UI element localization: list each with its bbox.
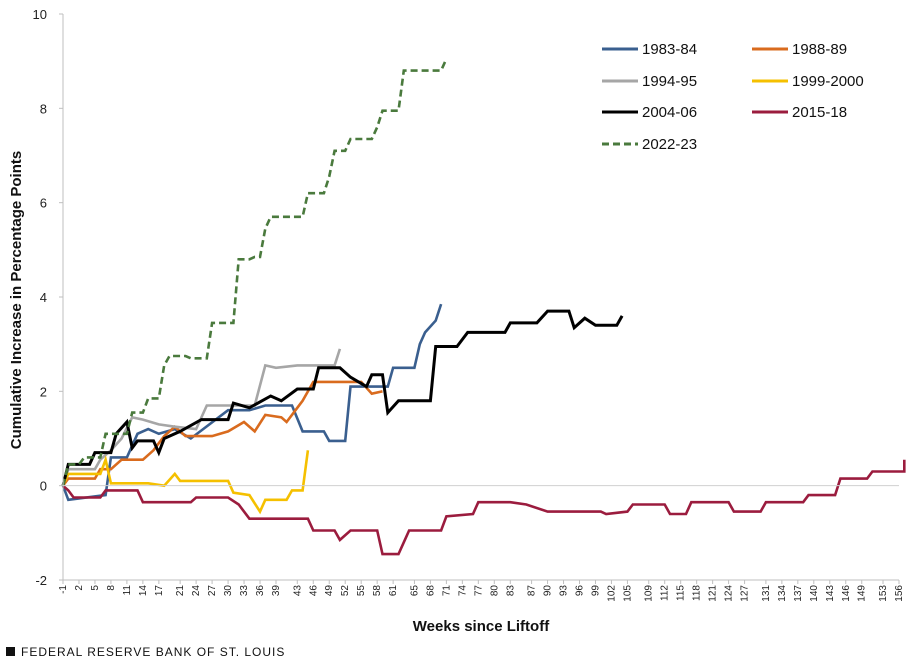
y-tick-label: 8 bbox=[40, 101, 47, 116]
y-tick-label: -2 bbox=[35, 573, 47, 588]
x-tick-label: 87 bbox=[527, 585, 538, 597]
x-tick-label: 33 bbox=[239, 585, 250, 597]
x-tick-label: 131 bbox=[761, 585, 772, 602]
x-tick-label: 61 bbox=[388, 585, 399, 597]
x-tick-label: 115 bbox=[676, 585, 687, 601]
x-tick-label: 24 bbox=[191, 585, 202, 597]
legend-label-1999-2000: 1999-2000 bbox=[792, 73, 864, 90]
plot-series-lines bbox=[61, 58, 906, 556]
x-tick-label: 134 bbox=[777, 585, 788, 602]
x-tick-label: 143 bbox=[825, 585, 836, 602]
series-line-2015-18 bbox=[62, 459, 906, 556]
x-tick-label: 43 bbox=[292, 585, 303, 597]
source-footer: FEDERAL RESERVE BANK OF ST. LOUIS bbox=[6, 645, 285, 659]
series-line-1994-95 bbox=[61, 348, 342, 487]
x-axis-title: Weeks since Liftoff bbox=[413, 618, 550, 635]
x-tick-label: 49 bbox=[324, 585, 335, 597]
x-tick-label: 58 bbox=[372, 585, 383, 597]
x-tick-label: -1 bbox=[58, 585, 69, 594]
footer-square-icon bbox=[6, 647, 15, 656]
x-tick-label: 105 bbox=[622, 585, 633, 602]
x-tick-label: 137 bbox=[793, 585, 804, 602]
x-tick-label: 127 bbox=[740, 585, 751, 602]
legend-label-1994-95: 1994-95 bbox=[642, 73, 697, 90]
legend-label-2022-23: 2022-23 bbox=[642, 136, 697, 153]
y-tick-label: 6 bbox=[40, 196, 47, 211]
x-tick-label: 102 bbox=[606, 585, 617, 602]
y-tick-labels: -2 0 2 4 6 8 10 bbox=[33, 7, 63, 588]
x-tick-label: 8 bbox=[106, 585, 117, 591]
x-tick-label: 90 bbox=[543, 585, 554, 597]
x-tick-label: 96 bbox=[575, 585, 586, 597]
y-tick-label: 0 bbox=[40, 479, 47, 494]
y-axis-title: Cumulative Increase in Percentage Points bbox=[8, 151, 25, 449]
x-tick-label: 36 bbox=[255, 585, 266, 597]
x-tick-label: 71 bbox=[441, 585, 452, 597]
legend-label-1988-89: 1988-89 bbox=[792, 41, 847, 58]
x-tick-label: 83 bbox=[505, 585, 516, 597]
legend: 1983-84 1988-89 1994-95 1999-2000 2004-06 201… bbox=[602, 41, 864, 153]
x-tick-label: 52 bbox=[340, 585, 351, 597]
series-line-1983-84 bbox=[61, 303, 443, 502]
legend-label-2004-06: 2004-06 bbox=[642, 104, 697, 121]
x-tick-label: 5 bbox=[90, 585, 101, 591]
series-line-2022-23 bbox=[61, 58, 448, 487]
x-tick-label: 118 bbox=[692, 585, 703, 601]
x-tick-label: 55 bbox=[356, 585, 367, 597]
x-tick-label: 14 bbox=[138, 585, 149, 597]
x-tick-label: 39 bbox=[271, 585, 282, 597]
x-tick-label: 140 bbox=[809, 585, 820, 602]
series-line-2004-06 bbox=[61, 309, 624, 487]
x-tick-label: 99 bbox=[590, 585, 601, 597]
x-tick-label: 93 bbox=[559, 585, 570, 597]
x-tick-label: 65 bbox=[409, 585, 420, 597]
y-tick-label: 2 bbox=[40, 384, 47, 399]
y-tick-label: 4 bbox=[40, 290, 47, 305]
x-tick-label: 21 bbox=[175, 585, 186, 597]
x-tick-label: 149 bbox=[857, 585, 868, 602]
x-tick-label: 77 bbox=[473, 585, 484, 597]
x-tick-label: 17 bbox=[154, 585, 165, 597]
legend-label-2015-18: 2015-18 bbox=[792, 104, 847, 121]
legend-label-1983-84: 1983-84 bbox=[642, 41, 697, 58]
axes bbox=[62, 14, 899, 581]
x-tick-label: 11 bbox=[122, 585, 133, 596]
x-tick-label: 74 bbox=[457, 585, 468, 597]
series-line-1999-2000 bbox=[61, 450, 310, 515]
x-tick-label: 68 bbox=[425, 585, 436, 597]
x-tick-label: 109 bbox=[644, 585, 655, 602]
footer-source-text: FEDERAL RESERVE BANK OF ST. LOUIS bbox=[21, 645, 286, 659]
x-tick-label: 153 bbox=[878, 585, 889, 602]
x-tick-label: 46 bbox=[308, 585, 319, 597]
x-tick-label: 146 bbox=[841, 585, 852, 602]
x-tick-labels: -1 2 5 8 11 14 17 21 24 27 30 33 36 39 43 46 49 52 55 58 61 6… bbox=[58, 580, 905, 602]
x-tick-label: 30 bbox=[223, 585, 234, 597]
x-tick-label: 121 bbox=[708, 585, 719, 602]
x-tick-label: 112 bbox=[660, 585, 671, 601]
x-tick-label: 124 bbox=[724, 585, 735, 602]
series-line-1988-89 bbox=[61, 380, 383, 487]
y-tick-label: 10 bbox=[33, 7, 47, 22]
x-tick-label: 156 bbox=[894, 585, 905, 602]
x-tick-label: 2 bbox=[74, 585, 85, 591]
x-tick-label: 27 bbox=[207, 585, 218, 597]
x-tick-label: 80 bbox=[489, 585, 500, 597]
